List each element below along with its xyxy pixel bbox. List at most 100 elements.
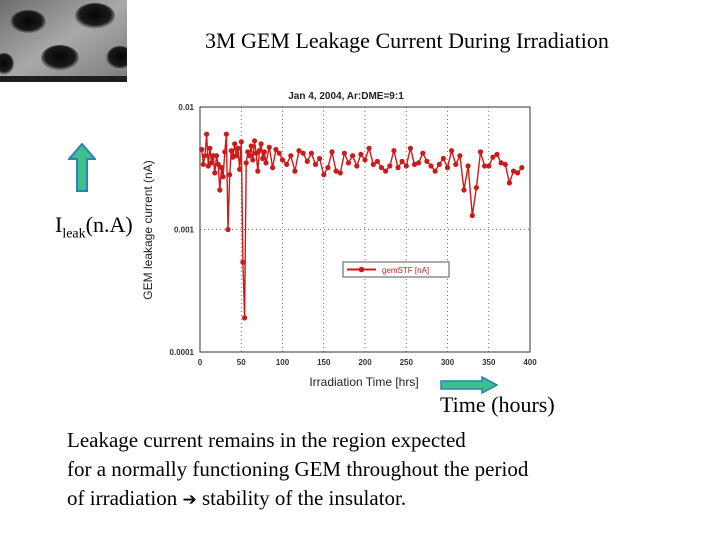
- data-point: [251, 138, 258, 144]
- data-point: [482, 163, 488, 169]
- data-point: [317, 155, 323, 162]
- data-point: [256, 148, 262, 154]
- data-point: [424, 158, 430, 164]
- data-point: [494, 151, 500, 157]
- data-point: [387, 163, 393, 169]
- data-point: [436, 161, 442, 167]
- data-point: [215, 161, 221, 167]
- time-axis-label: Time (hours): [440, 392, 555, 417]
- x-tick-label: 100: [276, 358, 290, 367]
- ileak-main: I: [55, 212, 63, 237]
- data-point: [333, 168, 339, 174]
- data-point: [279, 157, 286, 163]
- data-point: [235, 145, 241, 151]
- data-point: [273, 146, 279, 153]
- data-point: [416, 160, 422, 166]
- data-point: [428, 163, 434, 169]
- data-point: [222, 149, 228, 155]
- data-point: [378, 165, 385, 171]
- data-point: [366, 145, 372, 151]
- data-point: [312, 161, 319, 167]
- data-point: [207, 145, 213, 151]
- data-point: [432, 168, 438, 174]
- data-point: [288, 153, 294, 159]
- data-point: [395, 165, 401, 171]
- data-point: [370, 161, 376, 167]
- data-point: [232, 141, 238, 147]
- data-point: [205, 163, 211, 169]
- data-point: [362, 157, 368, 163]
- x-tick-labels: 0 50 100 150 200 250 300 350 400: [198, 358, 537, 367]
- data-point: [220, 174, 226, 180]
- data-point: [411, 161, 418, 167]
- data-point: [217, 187, 223, 193]
- data-point: [502, 161, 508, 167]
- data-point: [202, 153, 208, 159]
- data-point: [329, 149, 335, 155]
- data-point: [473, 185, 479, 191]
- data-point: [321, 172, 327, 178]
- gem-micrograph-image: [0, 0, 127, 82]
- data-point: [263, 160, 269, 166]
- y-tick-labels: 0.01 0.001 0.0001: [170, 103, 195, 357]
- data-point: [199, 146, 205, 153]
- data-point: [519, 165, 525, 171]
- data-point: [212, 170, 218, 176]
- x-tick-label: 350: [482, 358, 496, 367]
- y-axis-title: GEM leakage current (nA): [141, 160, 155, 299]
- data-point: [228, 148, 234, 154]
- data-point: [296, 148, 302, 154]
- up-arrow-icon: [68, 143, 96, 192]
- ileak-axis-label: Ileak(n.A): [55, 212, 133, 242]
- data-point: [337, 170, 343, 176]
- data-point: [457, 153, 463, 159]
- data-point: [258, 141, 264, 147]
- data-point: [308, 150, 314, 156]
- data-point: [248, 143, 254, 149]
- data-point: [403, 163, 409, 169]
- data-point: [358, 151, 364, 157]
- caption-line-1: Leakage current remains in the region ex…: [67, 428, 466, 452]
- data-point: [260, 155, 266, 162]
- legend-label: gemSTF [nA]: [382, 266, 429, 275]
- data-point: [237, 166, 243, 172]
- ileak-unit: (n.A): [85, 212, 133, 237]
- data-point: [453, 161, 459, 167]
- data-point: [498, 160, 504, 166]
- data-point: [510, 168, 517, 174]
- data-point: [292, 168, 298, 174]
- data-point: [233, 153, 239, 159]
- legend: gemSTF [nA]: [342, 261, 450, 278]
- caption-line-2: for a normally functioning GEM throughou…: [67, 457, 529, 481]
- right-arrow-icon: [440, 376, 498, 394]
- data-point: [477, 149, 484, 155]
- data-point: [354, 163, 360, 169]
- data-point: [469, 212, 475, 219]
- data-point: [218, 165, 225, 171]
- data-point: [266, 144, 272, 150]
- ileak-subscript: leak: [62, 226, 86, 242]
- data-point: [465, 163, 471, 169]
- data-point: [440, 155, 446, 162]
- slide-title: 3M GEM Leakage Current During Irradiatio…: [205, 28, 609, 53]
- data-point: [284, 161, 290, 167]
- leakage-current-chart: Jan 4, 2004, Ar:DME=9:1 0 50 100 150 200 250 3…: [141, 91, 537, 389]
- data-point: [407, 145, 413, 151]
- data-point: [383, 168, 389, 174]
- caption-line-3-conclusion: stability of the insulator.: [201, 486, 407, 510]
- data-point: [490, 154, 496, 160]
- data-point: [276, 150, 282, 156]
- x-tick-label: 150: [317, 358, 331, 367]
- y-tick-label: 0.001: [174, 226, 195, 235]
- data-series: [199, 131, 525, 321]
- x-tick-label: 300: [441, 358, 455, 367]
- data-point: [243, 160, 249, 166]
- data-point: [399, 158, 405, 164]
- data-point: [461, 187, 467, 193]
- data-point: [261, 149, 267, 155]
- data-point: [300, 150, 306, 156]
- caption-line-3: of irradiation ➔ stability of the insula…: [67, 484, 687, 515]
- x-axis-title: Irradiation Time [hrs]: [309, 375, 418, 389]
- y-tick-label: 0.01: [178, 103, 194, 112]
- data-point: [238, 139, 244, 145]
